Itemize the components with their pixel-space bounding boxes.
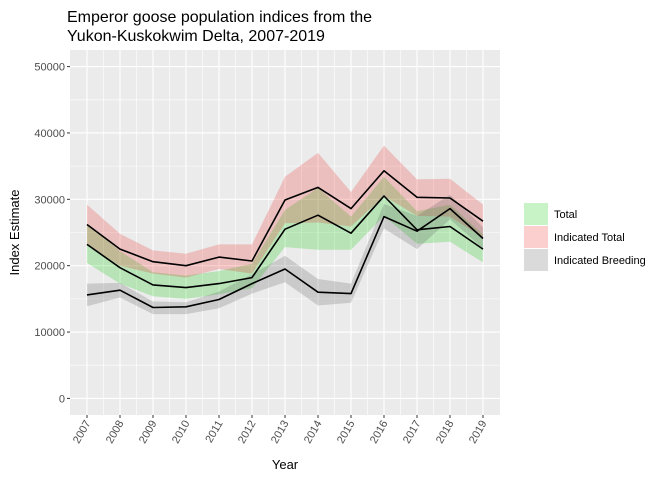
x-tick-label: 2008 bbox=[104, 419, 127, 446]
y-axis-title: Index Estimate bbox=[7, 190, 22, 276]
x-tick-label: 2011 bbox=[203, 419, 225, 445]
line-indicated-total bbox=[86, 170, 484, 267]
x-axis: 2007 2008 2009 2010 2011 2012 2013 2014 2015 2016… bbox=[71, 415, 490, 446]
x-tick-label: 2019 bbox=[467, 419, 490, 446]
x-axis-title: Year bbox=[272, 457, 299, 472]
y-tick-label: 40000 bbox=[34, 128, 65, 140]
x-tick-label: 2015 bbox=[335, 419, 358, 446]
legend-label: Indicated Total bbox=[554, 232, 625, 244]
legend-item-indicated-total: Indicated Total bbox=[524, 226, 625, 248]
x-tick-label: 2007 bbox=[71, 419, 94, 446]
chart-title-line-2: Yukon-Kuskokwim Delta, 2007-2019 bbox=[67, 28, 325, 45]
legend-key bbox=[524, 203, 548, 225]
x-tick-label: 2017 bbox=[401, 419, 424, 446]
y-tick-label: 30000 bbox=[34, 194, 65, 206]
x-tick-label: 2010 bbox=[170, 419, 193, 446]
legend-item-indicated-breeding: Indicated Breeding bbox=[524, 249, 646, 271]
legend: Total Indicated Total Indicated Breeding bbox=[524, 203, 646, 271]
grid-major bbox=[70, 50, 500, 415]
ribbon-indicated-total bbox=[87, 145, 483, 278]
x-tick-label: 2013 bbox=[269, 419, 292, 446]
confidence-ribbons bbox=[87, 145, 483, 315]
legend-label: Indicated Breeding bbox=[554, 255, 646, 267]
legend-key bbox=[524, 249, 548, 271]
y-tick-label: 50000 bbox=[34, 62, 65, 74]
legend-key bbox=[524, 226, 548, 248]
line-total bbox=[86, 195, 484, 289]
chart-title-line-1: Emperor goose population indices from th… bbox=[67, 9, 372, 26]
line-indicated-breeding bbox=[86, 207, 484, 309]
legend-item-total: Total bbox=[524, 203, 577, 225]
x-tick-label: 2018 bbox=[434, 419, 457, 446]
legend-label: Total bbox=[554, 209, 577, 221]
ribbon-total bbox=[87, 176, 483, 299]
x-tick-label: 2012 bbox=[236, 419, 259, 446]
chart-title: Emperor goose population indices from th… bbox=[67, 9, 377, 45]
ribbon-indicated-breeding bbox=[87, 194, 483, 315]
x-tick-label: 2016 bbox=[368, 419, 391, 446]
y-tick-label: 10000 bbox=[34, 327, 65, 339]
y-tick-label: 0 bbox=[59, 393, 65, 405]
x-tick-label: 2009 bbox=[137, 419, 160, 446]
x-tick-label: 2014 bbox=[302, 419, 325, 446]
y-tick-label: 20000 bbox=[34, 261, 65, 273]
series-lines bbox=[86, 170, 484, 309]
y-axis: 0 10000 20000 30000 40000 50000 bbox=[34, 62, 70, 405]
